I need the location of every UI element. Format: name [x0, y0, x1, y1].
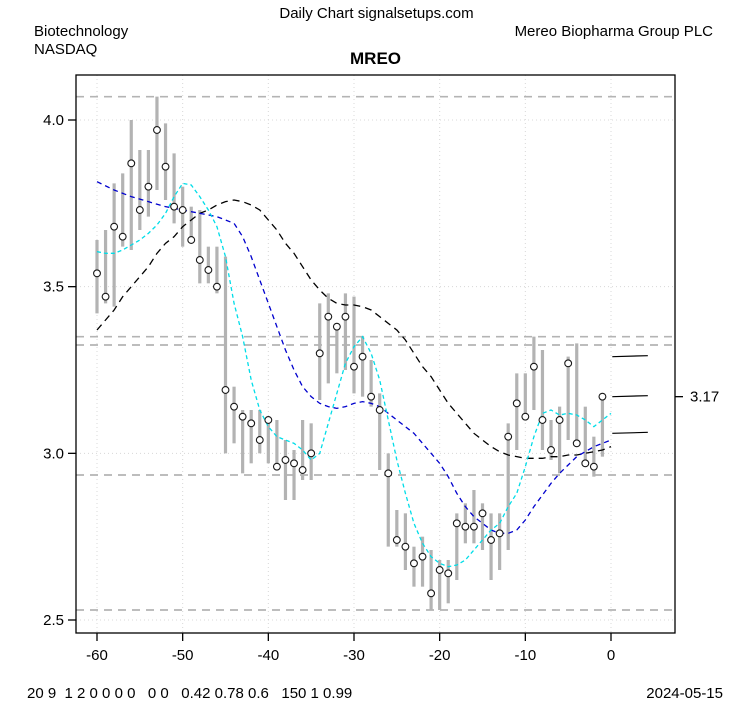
close-marker	[195, 256, 204, 264]
close-marker	[418, 552, 427, 561]
price-segment	[612, 355, 648, 358]
medium-ma-navy	[96, 181, 612, 534]
close-marker	[375, 406, 384, 414]
close-marker	[392, 536, 401, 544]
close-marker	[135, 206, 144, 214]
right-segments-group	[612, 355, 648, 434]
close-marker	[358, 352, 367, 361]
close-marker	[290, 459, 298, 468]
close-marker	[538, 416, 547, 424]
x-tick-label: -10	[514, 647, 536, 664]
close-marker	[281, 456, 290, 464]
close-marker	[512, 399, 521, 408]
x-tick-label: 0	[607, 647, 615, 664]
plot-frame	[75, 74, 676, 634]
close-marker	[487, 536, 496, 544]
close-marker	[367, 392, 376, 401]
close-marker	[478, 509, 487, 518]
x-tick-label: -60	[86, 647, 108, 664]
close-marker	[324, 312, 333, 321]
close-marker	[178, 206, 187, 214]
close-marker	[144, 182, 153, 191]
exchange-label: NASDAQ	[34, 41, 98, 58]
close-marker	[461, 522, 470, 531]
close-marker	[101, 292, 110, 301]
fast-ma-cyan	[96, 182, 612, 568]
close-marker	[495, 529, 504, 538]
close-marker	[110, 222, 119, 231]
close-marker	[427, 589, 436, 598]
x-tick-label: -20	[429, 647, 451, 664]
close-marker	[410, 559, 418, 568]
level-lines-group	[76, 95, 675, 611]
close-marker	[435, 566, 444, 574]
close-marker	[255, 436, 264, 444]
y-tick-label: 3.5	[43, 279, 64, 296]
close-marker	[170, 202, 179, 211]
close-markers-group	[93, 126, 607, 598]
close-marker	[504, 432, 513, 441]
close-marker	[444, 569, 453, 578]
close-marker	[581, 459, 590, 468]
close-marker	[187, 236, 196, 244]
price-bars-group	[95, 96, 605, 610]
close-marker	[161, 162, 170, 171]
slow-ma-black	[96, 199, 612, 459]
sector-label: Biotechnology	[34, 23, 129, 40]
close-marker	[401, 542, 410, 551]
price-segment	[612, 431, 648, 434]
y-tick-label: 3.0	[43, 445, 64, 462]
close-marker	[589, 462, 598, 471]
close-marker	[341, 312, 350, 321]
ticker-symbol: MREO	[350, 49, 401, 68]
close-marker	[153, 126, 161, 134]
footer-stats: 20 9 1 2 0 0 0 0 0 0 0.42 0.78 0.6 150 1…	[27, 685, 353, 702]
last-price-label: 3.17	[690, 389, 719, 406]
close-marker	[547, 446, 555, 454]
close-marker	[272, 462, 281, 471]
close-marker	[384, 469, 393, 478]
close-marker	[118, 232, 127, 241]
close-marker	[298, 466, 307, 474]
x-tick-label: -50	[172, 647, 194, 664]
y-tick-label: 4.0	[43, 112, 64, 129]
close-marker	[598, 392, 607, 401]
close-marker	[350, 362, 358, 371]
close-marker	[469, 522, 478, 531]
close-marker	[247, 419, 256, 428]
close-marker	[572, 439, 581, 448]
close-marker	[555, 416, 564, 424]
x-tick-label: -40	[257, 647, 279, 664]
close-marker	[127, 159, 136, 168]
footer-date: 2024-05-15	[646, 685, 723, 702]
close-marker	[230, 402, 239, 411]
close-marker	[564, 359, 573, 368]
close-marker	[221, 386, 230, 394]
close-marker	[332, 322, 341, 331]
close-marker	[521, 412, 530, 421]
moving-averages-group	[96, 181, 612, 568]
company-name: Mereo Biopharma Group PLC	[514, 23, 713, 40]
gridlines-group	[76, 75, 675, 633]
y-tick-label: 2.5	[43, 612, 64, 629]
close-marker	[264, 416, 273, 424]
close-marker	[315, 349, 324, 358]
close-marker	[93, 269, 101, 278]
close-marker	[238, 412, 247, 421]
x-tick-label: -30	[343, 647, 365, 664]
price-segment	[612, 395, 648, 398]
page-title: Daily Chart signalsetups.com	[279, 5, 474, 22]
close-marker	[307, 449, 316, 458]
close-marker	[204, 266, 213, 274]
axes-group: 2.5 3.0 3.5 4.0 -60 -50 -40 -30 -20 -10 0 3.17	[43, 112, 719, 664]
close-marker	[452, 519, 461, 528]
close-marker	[529, 362, 538, 371]
close-marker	[212, 282, 221, 291]
